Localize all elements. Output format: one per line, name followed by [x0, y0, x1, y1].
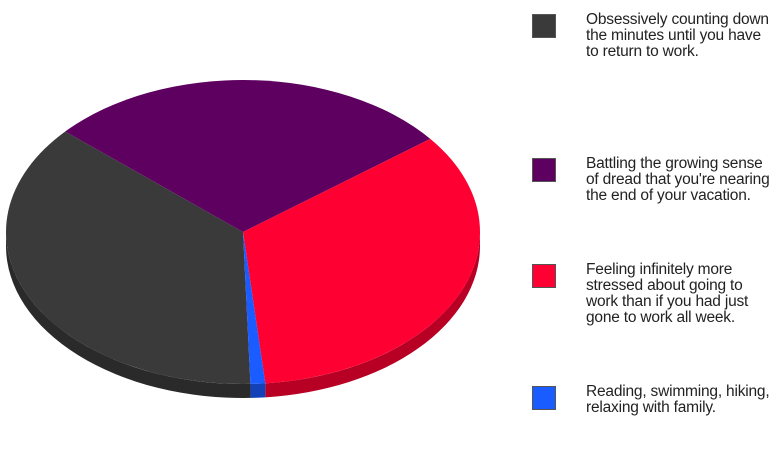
legend-item-countdown: Obsessively counting down the minutes un… [532, 12, 776, 60]
legend-swatch-dread [532, 158, 556, 182]
pie-slice-1 [65, 80, 431, 233]
legend-item-stressed: Feeling infinitely more stressed about g… [532, 262, 776, 326]
legend-item-dread: Battling the growing sense of dread that… [532, 156, 776, 204]
pie-side-layer [6, 232, 480, 398]
pie-slice-2 [243, 138, 480, 384]
pie-top-layer [5, 80, 480, 384]
legend-swatch-countdown [532, 14, 556, 38]
legend-label-stressed: Feeling infinitely more stressed about g… [586, 261, 749, 326]
pie-side-2 [265, 232, 480, 398]
pie-slice-0 [5, 131, 251, 384]
legend-swatch-relaxing [532, 386, 556, 410]
pie-slice-3 [243, 232, 266, 384]
legend-swatch-stressed [532, 264, 556, 288]
legend-label-dread: Battling the growing sense of dread that… [586, 155, 770, 204]
pie-side-3 [250, 383, 266, 398]
legend-label-countdown: Obsessively counting down the minutes un… [586, 11, 769, 60]
pie-chart [5, 80, 480, 398]
legend-item-relaxing: Reading, swimming, hiking, relaxing with… [532, 384, 776, 416]
legend-label-relaxing: Reading, swimming, hiking, relaxing with… [586, 383, 770, 416]
